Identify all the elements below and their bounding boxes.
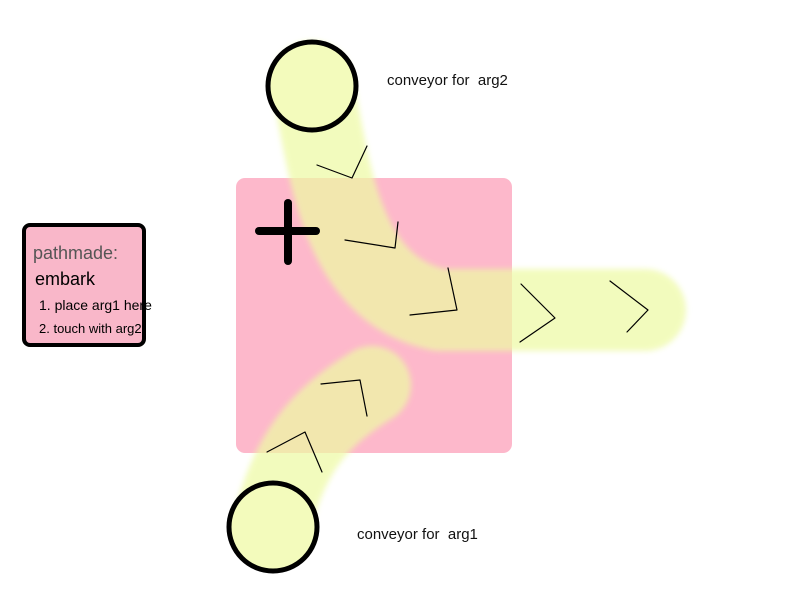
chevron-icon <box>316 145 368 179</box>
card-title: pathmade: <box>33 243 119 263</box>
conveyor-arg1-node[interactable] <box>226 480 320 574</box>
chevron-icon <box>344 221 399 249</box>
chevron-icon <box>266 431 323 473</box>
chevron-icon <box>320 379 368 417</box>
chevron-icon <box>409 267 458 316</box>
chevron-icon <box>609 280 649 333</box>
info-card: pathmade: embark 1. place arg1 here 2. t… <box>22 223 152 347</box>
chevron-icon <box>519 283 556 343</box>
conveyor-arg2-label: conveyor for arg2 <box>387 72 508 89</box>
conveyor-arg1-label: conveyor for arg1 <box>357 526 478 543</box>
plus-icon <box>255 199 320 265</box>
card-step: 2. touch with arg2 <box>39 321 142 336</box>
card-step: 1. place arg1 here <box>39 297 152 313</box>
card-command: embark <box>35 269 96 289</box>
conveyor-arg2-node[interactable] <box>265 39 359 133</box>
